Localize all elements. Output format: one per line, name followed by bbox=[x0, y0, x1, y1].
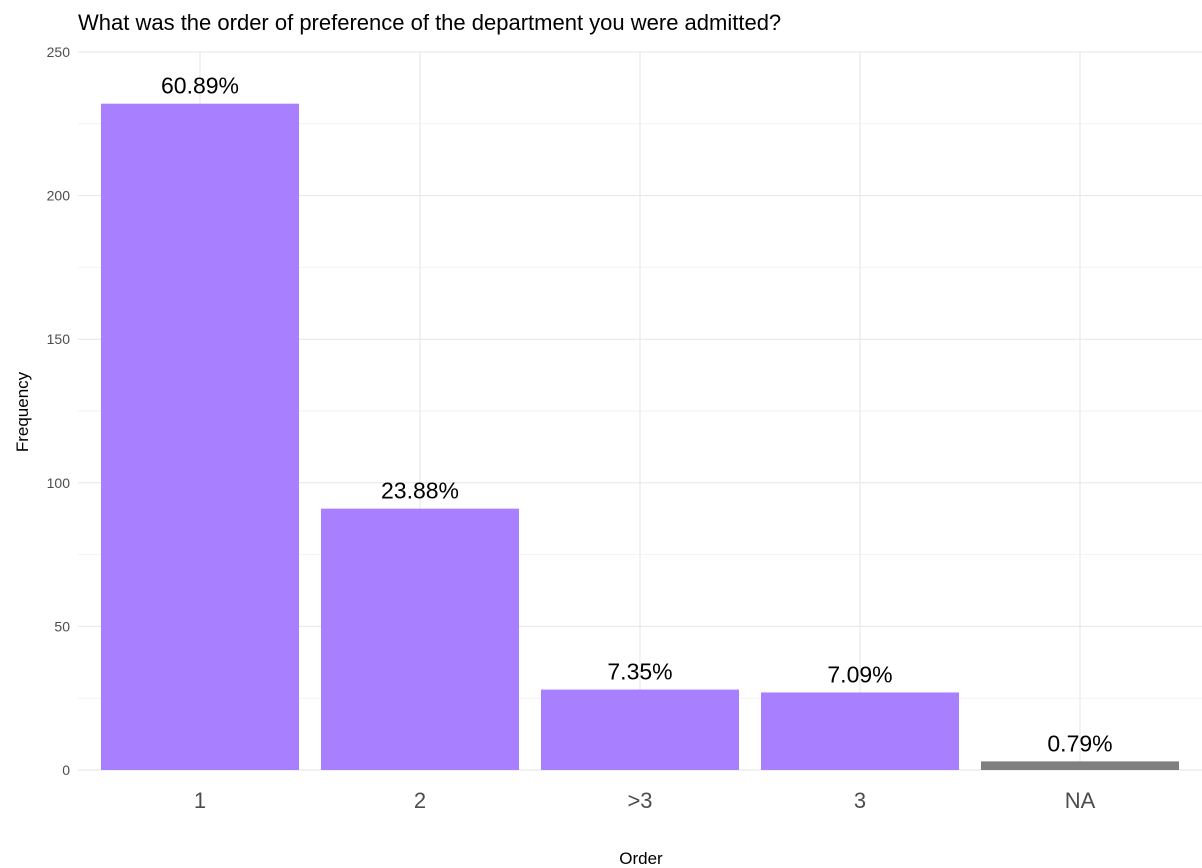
y-tick-label: 0 bbox=[62, 762, 70, 778]
x-axis-ticks: 1 2 >3 3 NA bbox=[194, 788, 1096, 813]
x-tick-label: 3 bbox=[854, 788, 866, 813]
bar bbox=[321, 508, 519, 770]
y-tick-label: 50 bbox=[54, 618, 70, 634]
bar bbox=[761, 692, 959, 770]
data-label: 0.79% bbox=[1047, 730, 1112, 756]
bar bbox=[981, 761, 1179, 770]
x-axis-label: Order bbox=[619, 849, 663, 868]
x-tick-label: >3 bbox=[627, 788, 652, 813]
x-tick-label: 1 bbox=[194, 788, 206, 813]
y-axis-label: Frequency bbox=[13, 371, 32, 452]
y-tick-label: 100 bbox=[47, 475, 71, 491]
y-axis-ticks: 0 50 100 150 200 250 bbox=[47, 44, 71, 778]
y-tick-label: 200 bbox=[47, 188, 71, 204]
y-tick-label: 250 bbox=[47, 44, 71, 60]
chart-title: What was the order of preference of the … bbox=[78, 10, 782, 35]
bar bbox=[101, 103, 299, 771]
data-label: 60.89% bbox=[161, 73, 239, 99]
x-tick-label: NA bbox=[1065, 788, 1096, 813]
x-tick-label: 2 bbox=[414, 788, 426, 813]
bars bbox=[101, 103, 1179, 771]
data-label: 23.88% bbox=[381, 478, 459, 504]
data-labels: 60.89% 23.88% 7.35% 7.09% 0.79% bbox=[161, 73, 1113, 757]
y-tick-label: 150 bbox=[47, 331, 71, 347]
data-label: 7.09% bbox=[827, 661, 892, 687]
data-label: 7.35% bbox=[607, 659, 672, 685]
bar bbox=[541, 689, 739, 770]
